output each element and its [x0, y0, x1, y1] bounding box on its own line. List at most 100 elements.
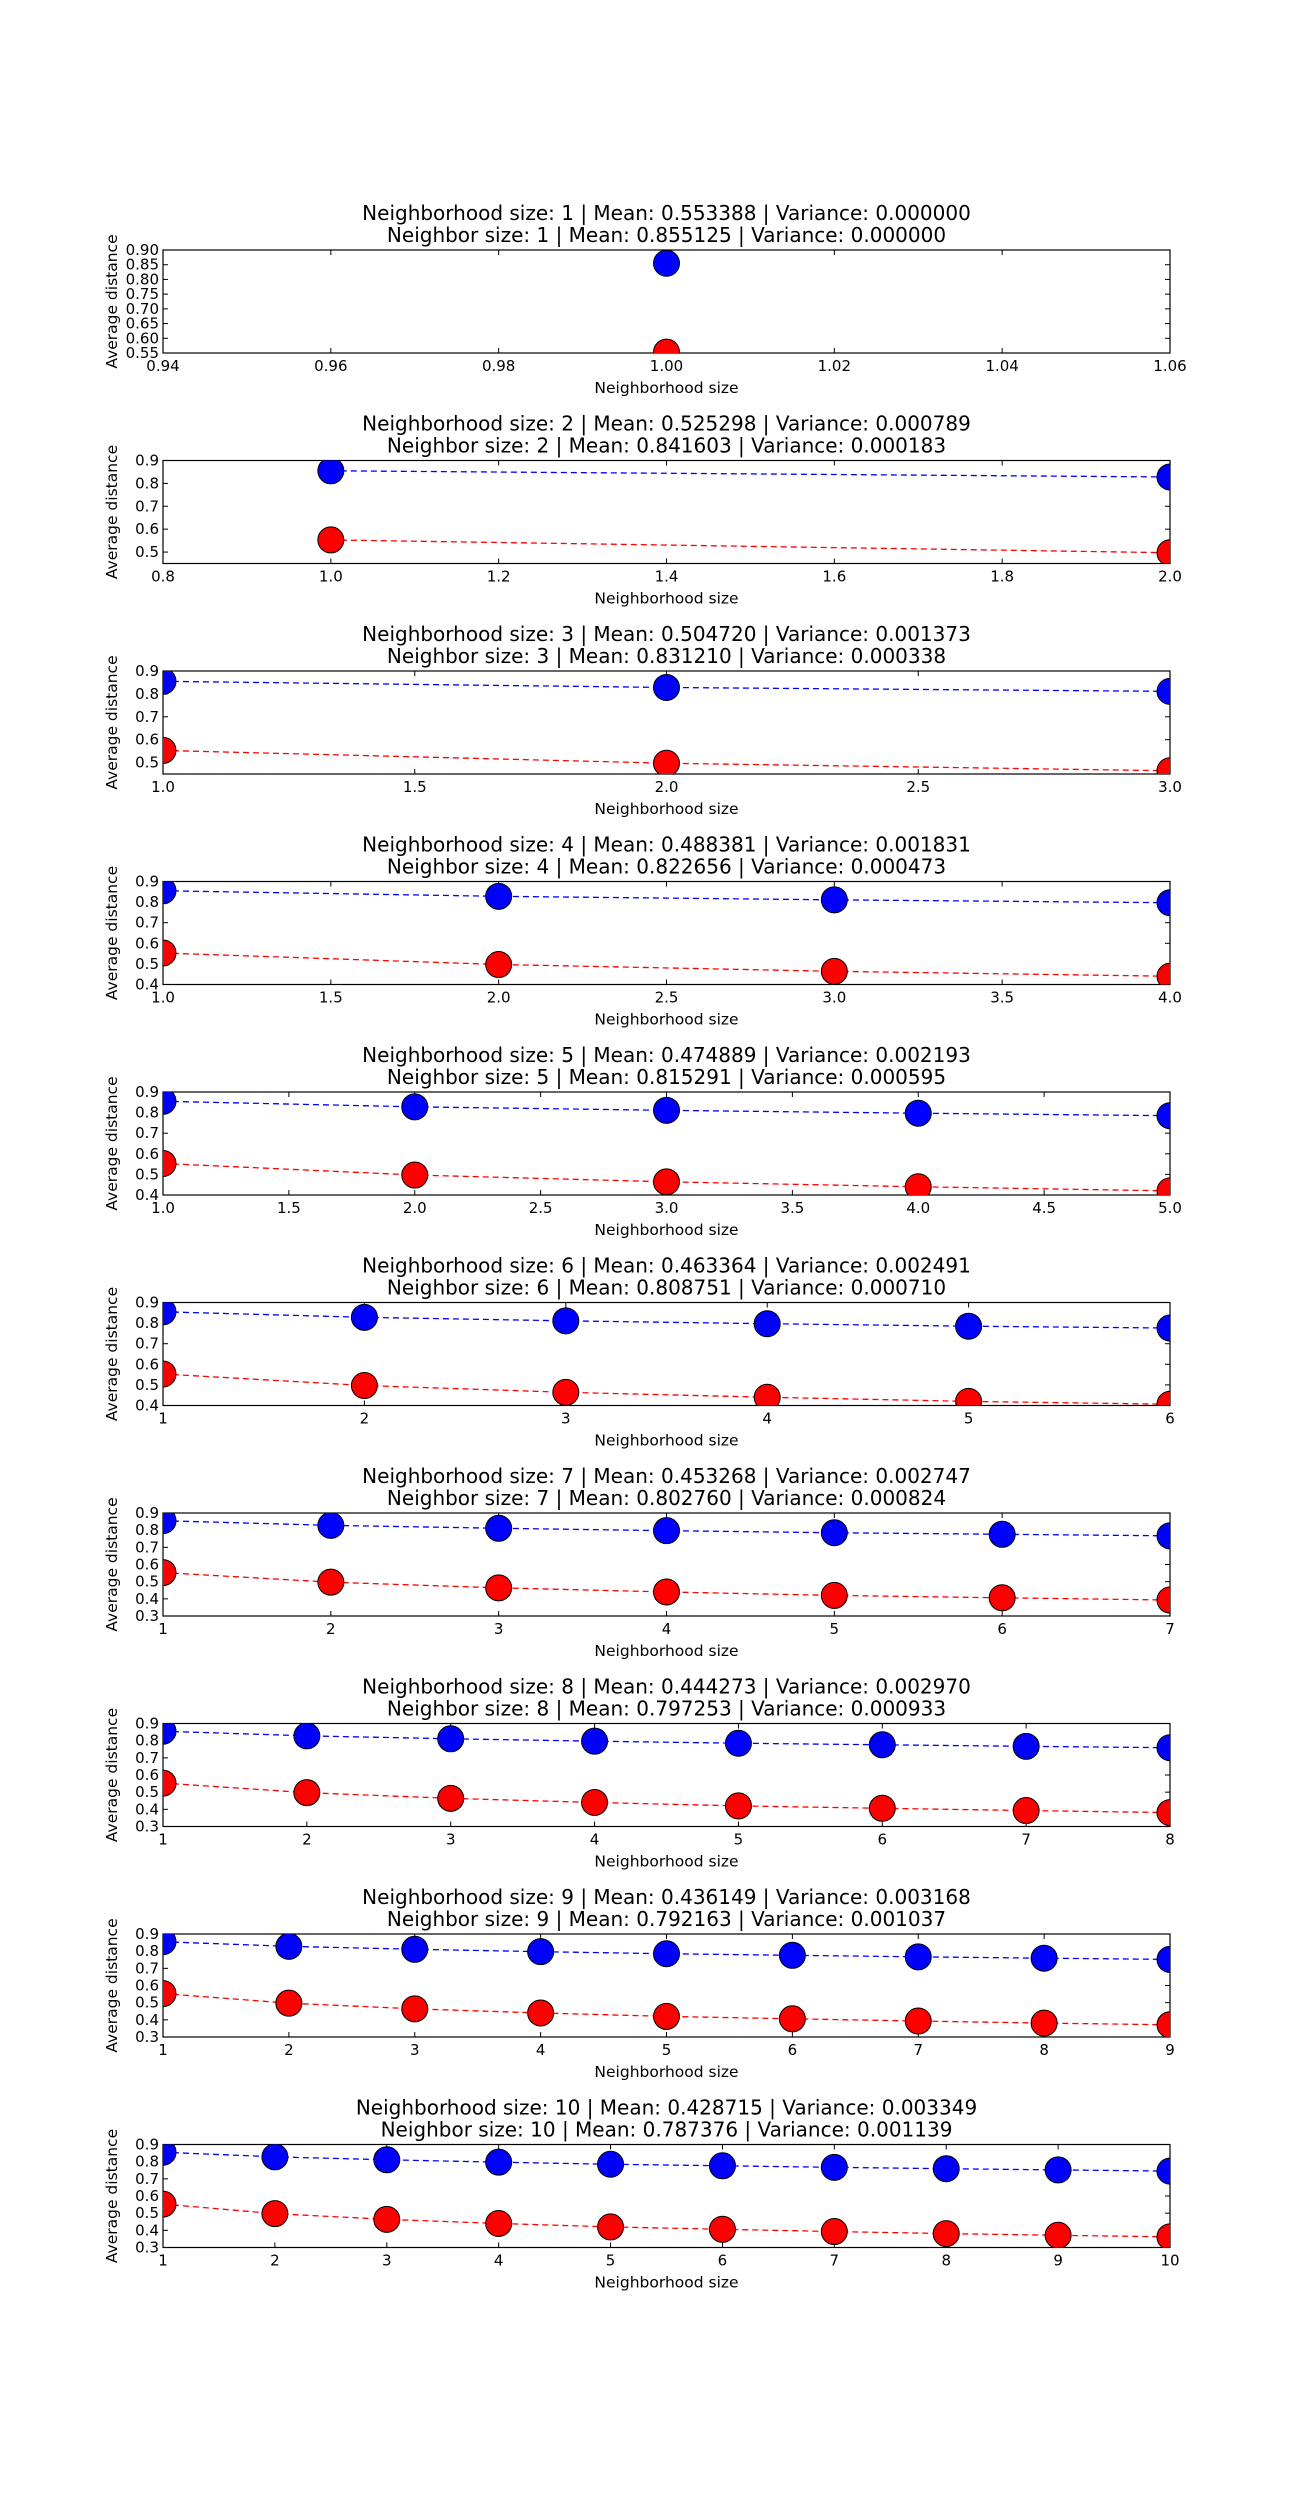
data-point-blue: [485, 2148, 513, 2176]
data-point-red: [1156, 757, 1170, 774]
x-axis-label: Neighborhood size: [594, 1221, 738, 1239]
series-line-red: [163, 1373, 1170, 1405]
data-point-blue: [955, 1312, 983, 1340]
y-tick-label: 0.6: [135, 2187, 159, 2205]
x-tick-label: 0.94: [146, 357, 179, 375]
x-tick-label: 7: [913, 2041, 923, 2059]
x-tick-label: 6: [878, 1831, 888, 1849]
data-point-red: [1156, 962, 1170, 985]
x-tick-label: 1.5: [403, 778, 427, 796]
y-tick-label: 0.7: [135, 1335, 159, 1353]
y-tick-label: 0.4: [135, 1800, 159, 1818]
data-point-blue: [1030, 1944, 1058, 1972]
x-tick-label: 1.5: [277, 1199, 301, 1217]
data-point-blue: [527, 1938, 555, 1966]
data-point-red: [597, 2213, 625, 2241]
data-point-blue: [708, 2152, 736, 2180]
data-point-blue: [1156, 677, 1170, 705]
data-point-red: [653, 1578, 680, 1606]
data-point-blue: [820, 1519, 848, 1547]
data-point-blue: [1156, 1314, 1170, 1342]
series-line-blue: [330, 470, 1170, 478]
y-tick-label: 0.7: [135, 1124, 159, 1142]
data-point-red: [163, 939, 177, 967]
chart-subtitle: Neighbor size: 7 | Mean: 0.802760 | Vari…: [387, 1486, 946, 1510]
x-tick-label: 5: [964, 1410, 974, 1428]
y-tick-label: 0.8: [135, 893, 159, 911]
x-tick-label: 3: [410, 2041, 420, 2059]
series-line-red: [163, 952, 1170, 977]
y-tick-label: 0.7: [135, 2170, 159, 2188]
x-tick-label: 2.5: [529, 1199, 553, 1217]
y-axis-label: Average distance: [103, 1287, 121, 1421]
x-tick-label: 1.06: [1153, 357, 1186, 375]
y-tick-label: 0.4: [135, 976, 159, 994]
y-tick-label: 0.55: [126, 344, 159, 362]
y-tick-label: 0.65: [126, 315, 159, 333]
y-tick-label: 0.70: [126, 300, 159, 318]
data-point-blue: [1156, 463, 1170, 491]
data-point-blue: [401, 1935, 429, 1963]
chart-title: Neighborhood size: 2 | Mean: 0.525298 | …: [362, 412, 971, 436]
data-point-red: [724, 1792, 752, 1820]
data-point-blue: [753, 1310, 781, 1338]
plot-frame: [162, 459, 1171, 565]
data-point-red: [163, 1769, 177, 1797]
data-point-red: [868, 1794, 896, 1822]
x-tick-label: 8: [1039, 2041, 1049, 2059]
data-point-red: [437, 1784, 465, 1812]
data-point-red: [820, 1581, 848, 1609]
data-point-red: [485, 2209, 513, 2237]
x-tick-label: 6: [1165, 1410, 1175, 1428]
y-tick-label: 0.7: [135, 708, 159, 726]
data-point-red: [163, 736, 177, 764]
x-tick-label: 1.2: [487, 568, 511, 586]
subplot-7: Neighborhood size: 7 | Mean: 0.453268 | …: [103, 1464, 1175, 1660]
y-tick-label: 0.6: [135, 1355, 159, 1373]
y-tick-label: 0.8: [135, 1104, 159, 1122]
x-tick-label: 1: [158, 1620, 168, 1638]
data-point-red: [163, 2190, 177, 2218]
y-tick-label: 0.9: [135, 2136, 159, 2154]
x-tick-label: 4: [494, 2252, 504, 2270]
y-axis-label: Average distance: [103, 2129, 121, 2263]
y-tick-label: 0.90: [126, 241, 159, 259]
y-tick-label: 0.8: [135, 1314, 159, 1332]
chart-title: Neighborhood size: 10 | Mean: 0.428715 |…: [356, 2096, 977, 2120]
data-point-blue: [653, 1940, 680, 1968]
x-tick-label: 3: [494, 1620, 504, 1638]
y-tick-label: 0.8: [135, 474, 159, 492]
data-point-blue: [1156, 889, 1170, 917]
data-point-red: [653, 1168, 680, 1195]
data-point-blue: [1012, 1732, 1040, 1760]
data-point-red: [1012, 1797, 1040, 1825]
chart-title: Neighborhood size: 8 | Mean: 0.444273 | …: [362, 1675, 971, 1699]
data-point-blue: [317, 1513, 345, 1539]
subplot-3: Neighborhood size: 3 | Mean: 0.504720 | …: [103, 622, 1182, 818]
data-point-red: [373, 2205, 401, 2233]
series-line-blue: [163, 2151, 1170, 2172]
x-tick-label: 6: [788, 2041, 798, 2059]
data-point-red: [708, 2215, 736, 2243]
data-point-blue: [1156, 1102, 1170, 1130]
x-tick-label: 7: [1021, 1831, 1031, 1849]
x-tick-label: 4.5: [1032, 1199, 1056, 1217]
chart-subtitle: Neighbor size: 3 | Mean: 0.831210 | Vari…: [387, 644, 946, 668]
data-point-blue: [724, 1729, 752, 1757]
data-point-red: [552, 1378, 580, 1406]
data-point-blue: [485, 882, 513, 910]
data-point-blue: [581, 1727, 609, 1755]
data-point-red: [527, 1999, 555, 2027]
y-tick-label: 0.8: [135, 685, 159, 703]
data-point-blue: [988, 1520, 1016, 1548]
chart-title: Neighborhood size: 7 | Mean: 0.453268 | …: [362, 1464, 971, 1488]
data-point-red: [1156, 2011, 1170, 2037]
x-tick-label: 6: [718, 2252, 728, 2270]
x-tick-label: 4: [662, 1620, 672, 1638]
x-tick-label: 0.98: [482, 357, 515, 375]
chart-subtitle: Neighbor size: 5 | Mean: 0.815291 | Vari…: [387, 1065, 946, 1089]
data-point-blue: [293, 1723, 321, 1750]
y-tick-label: 0.5: [135, 1783, 159, 1801]
x-tick-label: 1.0: [319, 568, 343, 586]
data-point-red: [261, 2200, 289, 2228]
